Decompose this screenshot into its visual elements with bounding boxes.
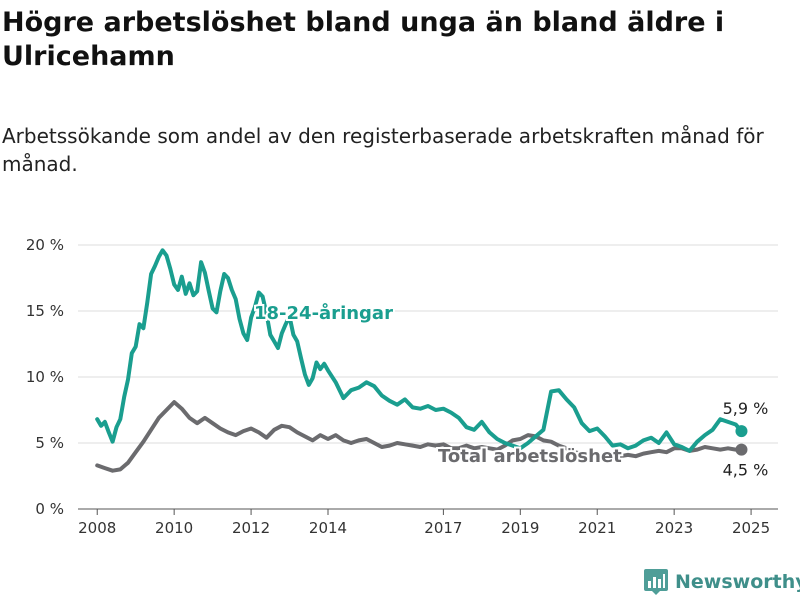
y-tick-label: 20 % (26, 236, 64, 254)
y-axis-ticks: 0 % 5 % 10 % 15 % 20 % (26, 236, 64, 518)
x-tick-label: 2014 (309, 519, 347, 537)
x-tick-label: 2021 (578, 519, 616, 537)
y-tick-label: 15 % (26, 302, 64, 320)
x-tick-label: 2019 (501, 519, 539, 537)
y-tick-label: 0 % (35, 500, 64, 518)
chart-subtitle: Arbetssökande som andel av den registerb… (2, 124, 764, 176)
series-endpoint-0 (735, 425, 748, 438)
x-tick-label: 2010 (155, 519, 193, 537)
series-line-1 (95, 400, 744, 473)
series-line-0 (95, 248, 744, 453)
x-tick-label: 2012 (232, 519, 270, 537)
x-tick-label: 2017 (424, 519, 462, 537)
x-tick-label: 2023 (655, 519, 693, 537)
x-tick-label: 2008 (78, 519, 116, 537)
series-name-label-total: Total arbetslöshet (438, 446, 622, 467)
series-name-label-youth: 18-24-åringar (254, 302, 393, 324)
series-endpoint-1 (735, 443, 748, 456)
brand-name: Newsworthy (675, 571, 800, 593)
y-tick-label: 5 % (35, 434, 64, 452)
end-value-label-youth: 5,9 % (723, 399, 769, 418)
newsworthy-logo-icon (644, 569, 668, 595)
series-labels: 18-24-åringar Total arbetslöshet 5,9 % 4,5 … (252, 300, 769, 480)
chart-title: Högre arbetslöshet bland unga än bland ä… (2, 7, 725, 72)
series-lines (95, 248, 748, 473)
y-tick-label: 10 % (26, 368, 64, 386)
newsworthy-brand: Newsworthy (643, 568, 800, 596)
end-value-label-total: 4,5 % (723, 461, 769, 480)
x-tick-label: 2025 (732, 519, 770, 537)
x-axis: 2008 2010 2012 2014 2017 2019 2021 2023 2025 (78, 509, 770, 537)
